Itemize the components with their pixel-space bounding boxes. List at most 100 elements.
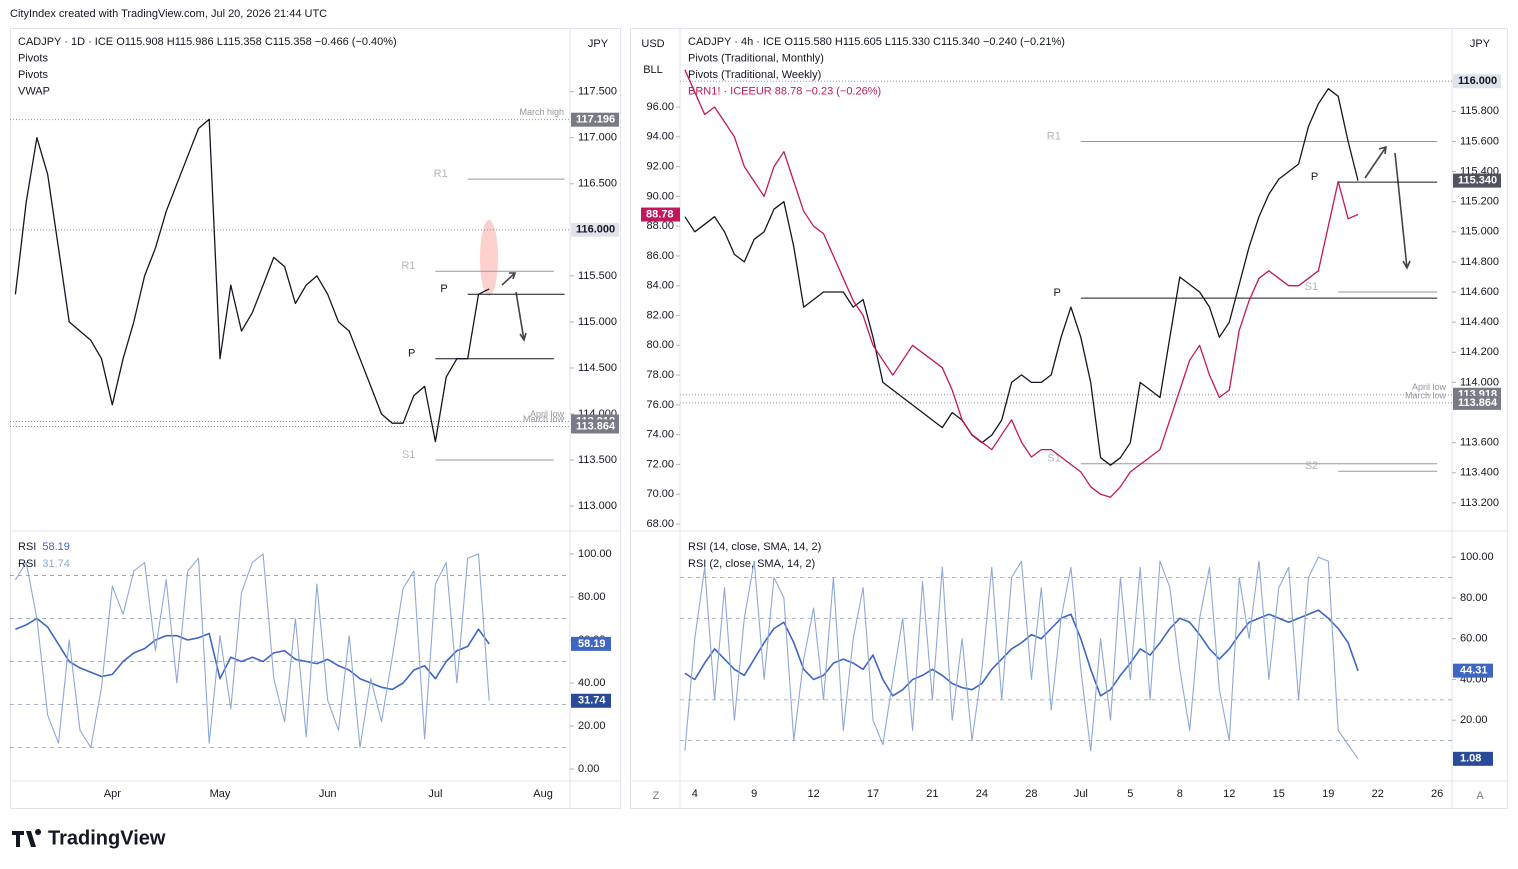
- y-tick-label: 117.000: [578, 132, 617, 144]
- price-badge: [571, 222, 619, 237]
- y-tick-label: 114.500: [578, 362, 617, 374]
- value-badge: [1453, 663, 1493, 678]
- arrows: [501, 145, 1411, 342]
- series-line: [684, 88, 1359, 466]
- price-badge: [571, 419, 619, 434]
- x-tick-label: Jul: [428, 788, 442, 800]
- legend-entry: BRN1! · ICEEUR 88.78 −0.23 (−0.26%): [688, 85, 881, 97]
- y2-tick-label: 76.00: [646, 399, 674, 411]
- y-tick-label: 115.200: [1460, 196, 1499, 208]
- x-tick-label: 28: [1025, 788, 1037, 800]
- pivot-label: S1: [1047, 453, 1060, 465]
- reference-label: March high: [519, 107, 564, 117]
- button-z[interactable]: Z: [653, 790, 660, 802]
- y-tick-label: 114.000: [1460, 376, 1499, 388]
- y-tick-label: 117.500: [578, 86, 617, 98]
- arrow: [1364, 145, 1387, 179]
- y-tick-label: 116.500: [578, 178, 617, 190]
- axis-title: JPY: [588, 38, 609, 50]
- y-tick-label: 20.00: [1460, 714, 1488, 726]
- series-line: [684, 69, 1359, 498]
- series-line: [15, 617, 490, 691]
- y2-tick-label: 94.00: [646, 131, 674, 143]
- legend-entry: RSI: [18, 541, 36, 553]
- y2-tick-label: 68.00: [646, 518, 674, 530]
- legend-entry: CADJPY · 4h · ICE O115.580 H115.605 L115…: [688, 36, 1065, 48]
- x-tick-label: Aug: [533, 788, 553, 800]
- price-badge-label: 88.78: [646, 208, 674, 220]
- x-tick-label: 5: [1127, 788, 1133, 800]
- y-tick-label: 113.500: [578, 454, 617, 466]
- x-tick-label: 26: [1431, 788, 1443, 800]
- y-tick-label: 115.500: [578, 270, 617, 282]
- y2-tick-label: 78.00: [646, 369, 674, 381]
- pivot-label: R1: [401, 260, 415, 272]
- x-tick-label: 12: [1223, 788, 1235, 800]
- legend-entry: RSI: [18, 558, 36, 570]
- legend-indicator: Pivots: [18, 52, 48, 64]
- x-tick-label: 15: [1273, 788, 1285, 800]
- x-tick-label: Jul: [1074, 788, 1088, 800]
- legend-entry: RSI (14, close, SMA, 14, 2): [688, 541, 821, 553]
- right-frame: [630, 28, 1508, 809]
- y2-tick-label: 84.00: [646, 280, 674, 292]
- y-tick-label: 113.400: [1460, 467, 1499, 479]
- legend-indicator: Pivots: [18, 69, 48, 81]
- price-badge-label: 116.000: [576, 224, 615, 236]
- panel-frames: [10, 28, 1508, 809]
- y2-tick-label: 86.00: [646, 250, 674, 262]
- highlight: [480, 220, 498, 296]
- y2-tick-label: 96.00: [646, 101, 674, 113]
- value-badge-label: 31.74: [578, 695, 606, 707]
- series-line: [684, 556, 1359, 760]
- legend-value: 31.74: [42, 558, 70, 570]
- price-badge-label: 113.864: [576, 420, 616, 432]
- y-tick-label: 113.000: [578, 500, 617, 512]
- x-tick-label: 9: [751, 788, 757, 800]
- y-tick-label: 115.600: [1460, 135, 1499, 147]
- value-badge-label: 1.08: [1460, 753, 1481, 765]
- pivot-label: P: [408, 348, 415, 360]
- legend-entry: CADJPY · 1D · ICE O115.908 H115.986 L115…: [18, 36, 397, 48]
- y-tick-label: 100.00: [578, 548, 612, 560]
- y2-tick-label: 82.00: [646, 309, 674, 321]
- y-tick-label: 113.600: [1460, 437, 1499, 449]
- y-tick-label: 20.00: [578, 720, 606, 732]
- price-badge: [641, 207, 680, 222]
- y-tick-label: 0.00: [578, 763, 599, 775]
- series-line: [14, 118, 490, 443]
- legend-indicator: Pivots (Traditional, Weekly): [688, 69, 821, 81]
- button-a[interactable]: A: [1476, 790, 1484, 802]
- price-badge: [1453, 173, 1501, 188]
- y2-tick-label: 72.00: [646, 458, 674, 470]
- legend-indicator: VWAP: [18, 85, 50, 97]
- reference-label: March low: [1405, 390, 1447, 400]
- y-tick-label: 114.600: [1460, 286, 1499, 298]
- legend-value: 58.19: [42, 541, 70, 553]
- x-tick-label: 4: [692, 788, 698, 800]
- y-tick-label: 115.000: [1460, 226, 1499, 238]
- y-tick-label: 115.800: [1460, 105, 1499, 117]
- arrow: [515, 291, 527, 342]
- logo-text: TradingView: [48, 827, 166, 849]
- y2-tick-label: 88.00: [646, 220, 674, 232]
- y-tick-label: 113.200: [1460, 497, 1499, 509]
- x-tick-label: 8: [1177, 788, 1183, 800]
- price-badge-label: 113.864: [1458, 397, 1498, 409]
- y-tick-label: 60.00: [1460, 633, 1488, 645]
- pivot-label: R1: [434, 168, 448, 180]
- y-tick-label: 114.800: [1460, 256, 1499, 268]
- legend-indicator: Pivots (Traditional, Monthly): [688, 52, 824, 64]
- pivot-label: R1: [1047, 130, 1061, 142]
- y2-tick-label: 92.00: [646, 160, 674, 172]
- price-badge: [1453, 395, 1501, 410]
- y2-tick-label: 90.00: [646, 190, 674, 202]
- pivot-label: P: [1054, 287, 1061, 299]
- value-badge: [571, 693, 611, 708]
- reference-label: April low: [1412, 382, 1447, 392]
- y-tick-label: 80.00: [1460, 592, 1488, 604]
- reference-label: April low: [530, 409, 565, 419]
- value-badge-label: 44.31: [1460, 665, 1488, 677]
- pivot-label: P: [1311, 171, 1318, 183]
